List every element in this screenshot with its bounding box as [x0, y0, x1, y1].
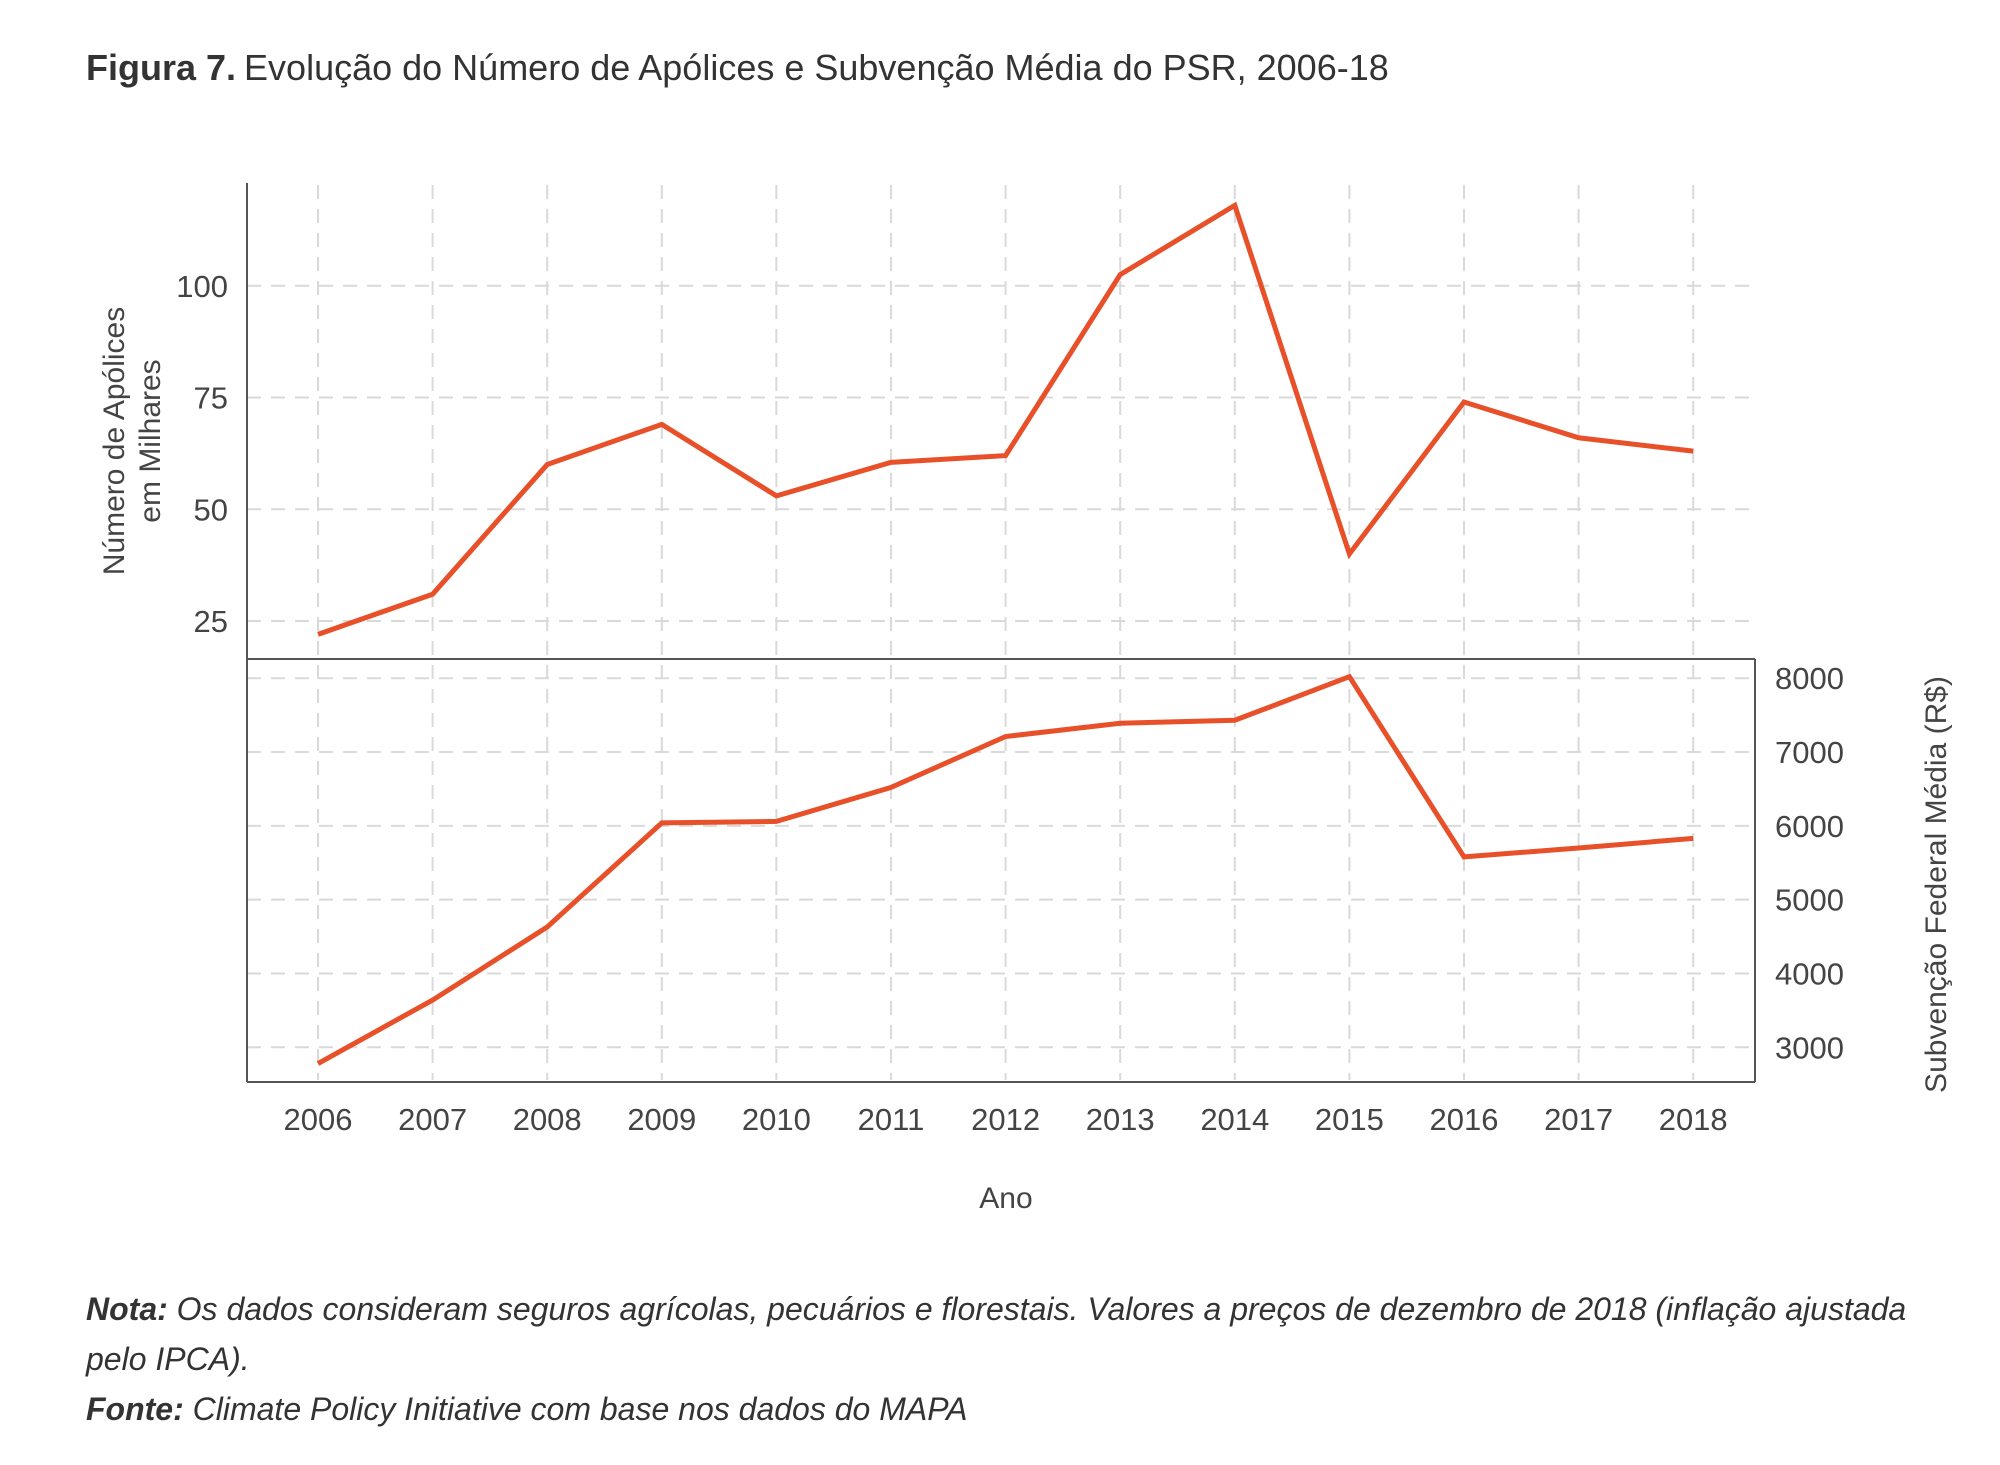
y-axis-title-line: Número de Apólices: [98, 307, 131, 575]
bottom-panel-y-tick-label: 4000: [1775, 956, 1844, 991]
fonte-label: Fonte:: [86, 1391, 184, 1427]
note-paragraph: Nota: Os dados consideram seguros agríco…: [86, 1284, 1926, 1384]
bottom-panel-series-line: [316, 673, 1694, 1066]
x-tick-label: 2018: [1659, 1102, 1728, 1137]
source-paragraph: Fonte: Climate Policy Initiative com bas…: [86, 1384, 1926, 1434]
top-panel-y-tick-label: 50: [194, 492, 228, 527]
x-tick-label: 2010: [742, 1102, 811, 1137]
bottom-panel-y-tick-label: 7000: [1775, 735, 1844, 770]
labels-layer: 25 50 75 100 Número de Apólices em Milhares 30…: [98, 269, 1953, 1215]
top-panel-series-line: [317, 201, 1694, 637]
x-tick-label: 2011: [858, 1102, 925, 1137]
x-axis-title: Ano: [979, 1182, 1032, 1215]
dual-panel-line-chart: 25 50 75 100 Número de Apólices em Milhares 30…: [98, 183, 1953, 1215]
x-tick-label: 2009: [627, 1102, 696, 1137]
bottom-panel-y-tick-label: 6000: [1775, 809, 1844, 844]
figure-title: Figura 7. Evolução do Número de Apólices …: [86, 46, 1389, 89]
x-tick-label: 2017: [1544, 1102, 1613, 1137]
top-panel-y-tick-label: 25: [194, 604, 228, 639]
x-tick-label: 2008: [513, 1102, 582, 1137]
top-panel-y-tick-label: 75: [194, 381, 228, 416]
x-tick-label: 2015: [1315, 1102, 1384, 1137]
x-tick-label: 2016: [1430, 1102, 1499, 1137]
axes-layer: [246, 183, 1756, 1083]
x-tick-label: 2014: [1200, 1102, 1269, 1137]
grid-layer: [247, 185, 1755, 1080]
x-tick-label: 2006: [284, 1102, 353, 1137]
fonte-text: Climate Policy Initiative com base nos d…: [192, 1391, 968, 1427]
figure-notes: Nota: Os dados consideram seguros agríco…: [86, 1284, 1926, 1434]
bottom-panel-y-axis-title: Subvenção Federal Média (R$): [1920, 676, 1953, 1093]
bottom-panel-y-tick-label: 8000: [1775, 661, 1844, 696]
nota-text: Os dados consideram seguros agrícolas, p…: [86, 1291, 1907, 1377]
top-panel-y-axis-title: Número de Apólices em Milhares: [98, 307, 167, 575]
nota-label: Nota:: [86, 1291, 168, 1327]
top-panel-y-tick-label: 100: [176, 269, 228, 304]
figure-label: Figura 7.: [86, 47, 237, 88]
x-tick-label: 2012: [971, 1102, 1040, 1137]
series-layer: [316, 201, 1694, 1066]
bottom-panel-y-tick-label: 3000: [1775, 1030, 1844, 1065]
figure-title-text: Evolução do Número de Apólices e Subvenç…: [244, 47, 1389, 88]
bottom-panel-y-tick-label: 5000: [1775, 883, 1844, 918]
x-tick-label: 2013: [1086, 1102, 1155, 1137]
x-tick-label: 2007: [398, 1102, 467, 1137]
y-axis-title-line: em Milhares: [134, 359, 167, 522]
